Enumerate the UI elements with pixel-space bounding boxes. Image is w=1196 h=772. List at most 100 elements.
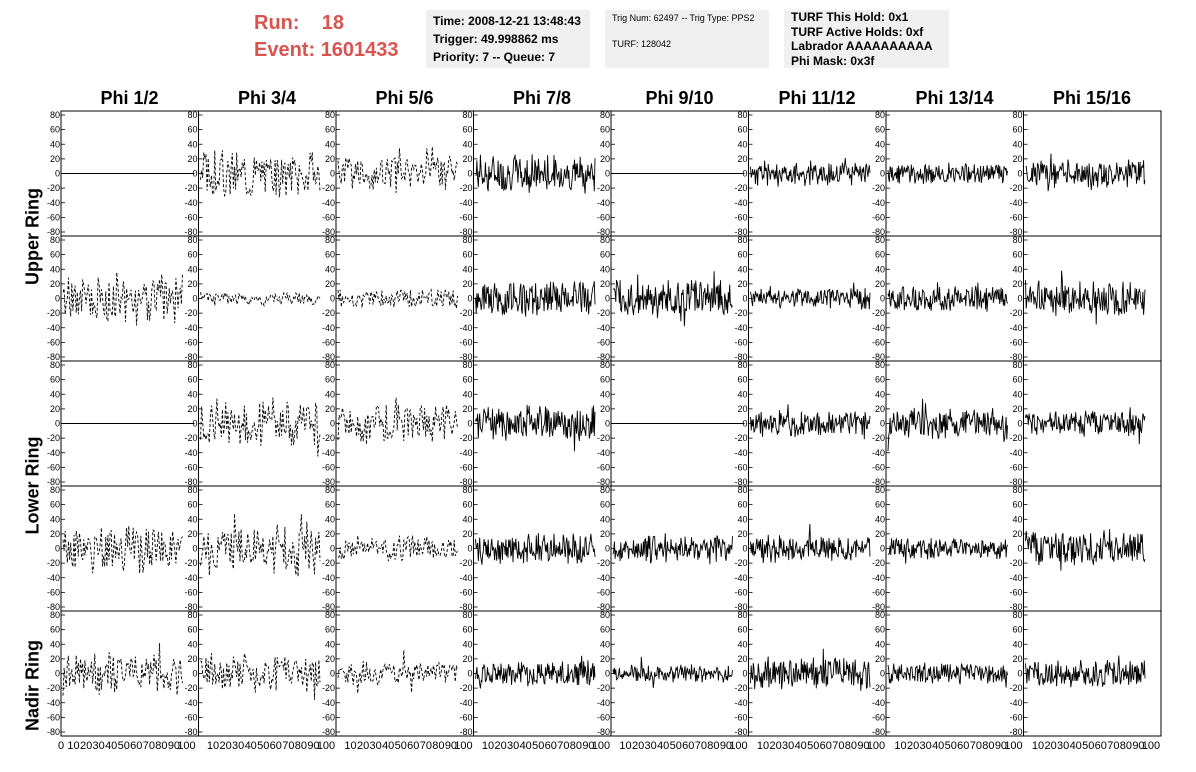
y-tick-label: -60 bbox=[734, 212, 747, 222]
y-tick-label: 0 bbox=[605, 294, 610, 304]
y-tick-label: 80 bbox=[187, 360, 197, 370]
y-tick-label: 80 bbox=[462, 110, 472, 120]
panel-r1-c2: 80 60 40 20 0 -20 -40 -60 -80 bbox=[184, 110, 337, 237]
y-tick-label: 80 bbox=[875, 485, 885, 495]
y-tick-label: 60 bbox=[325, 125, 335, 135]
waveform-trace bbox=[475, 154, 596, 194]
x-tick-label: 80 bbox=[1120, 740, 1132, 752]
y-tick-label: 0 bbox=[605, 544, 610, 554]
y-tick-label: 80 bbox=[462, 235, 472, 245]
y-tick-label: 40 bbox=[462, 139, 472, 149]
x-tick-label: 60 bbox=[1095, 740, 1107, 752]
y-tick-label: -20 bbox=[872, 308, 885, 318]
x-tick-label: 70 bbox=[143, 740, 155, 752]
y-tick-label: 40 bbox=[50, 639, 60, 649]
y-tick-label: -80 bbox=[734, 477, 747, 487]
x-tick-label: 40 bbox=[520, 740, 532, 752]
y-tick-label: 20 bbox=[600, 279, 610, 289]
waveform-trace bbox=[1025, 529, 1146, 571]
y-tick-label: -60 bbox=[459, 587, 472, 597]
panel-r1-c8: 80 60 40 20 0 -20 -40 -60 -80 bbox=[1009, 110, 1162, 237]
y-tick-label: 60 bbox=[1012, 375, 1022, 385]
y-tick-label: 80 bbox=[325, 360, 335, 370]
y-tick-label: 40 bbox=[325, 389, 335, 399]
x-tick-label: 30 bbox=[232, 740, 244, 752]
x-tick-label: 100 bbox=[1004, 740, 1022, 752]
y-tick-label: 20 bbox=[187, 404, 197, 414]
y-tick-label: 60 bbox=[325, 250, 335, 260]
y-tick-label: -20 bbox=[47, 433, 60, 443]
waveform-trace bbox=[200, 513, 321, 577]
x-tick-label: 50 bbox=[670, 740, 682, 752]
y-tick-label: 60 bbox=[325, 375, 335, 385]
x-tick-label: 50 bbox=[395, 740, 407, 752]
y-tick-label: 0 bbox=[55, 669, 60, 679]
y-tick-label: -60 bbox=[1009, 337, 1022, 347]
panel-frame bbox=[335, 235, 474, 362]
y-tick-label: -40 bbox=[47, 323, 60, 333]
y-tick-label: 40 bbox=[737, 264, 747, 274]
y-tick-label: -80 bbox=[184, 727, 197, 737]
panel-r3-c6: 80 60 40 20 0 -20 -40 -60 -80 bbox=[734, 360, 887, 487]
waveform-trace bbox=[337, 397, 458, 445]
y-tick-label: 20 bbox=[187, 529, 197, 539]
y-tick-label: 0 bbox=[742, 419, 747, 429]
y-tick-label: -60 bbox=[1009, 212, 1022, 222]
event-label: Event: bbox=[254, 39, 316, 61]
y-tick-label: 40 bbox=[875, 514, 885, 524]
y-tick-label: 20 bbox=[462, 154, 472, 164]
time-line: Time: 2008-12-21 13:48:43 bbox=[433, 14, 581, 28]
x-tick-label: 100 bbox=[1142, 740, 1160, 752]
waveform-trace bbox=[887, 662, 1008, 688]
x-tick-label: 60 bbox=[545, 740, 557, 752]
y-tick-label: -40 bbox=[322, 573, 335, 583]
y-tick-label: -20 bbox=[459, 308, 472, 318]
y-tick-label: -80 bbox=[597, 227, 610, 237]
x-tick-label: 20 bbox=[219, 740, 231, 752]
y-tick-label: -60 bbox=[734, 712, 747, 722]
y-tick-label: -60 bbox=[1009, 712, 1022, 722]
x-tick-label: 80 bbox=[432, 740, 444, 752]
y-tick-label: 80 bbox=[462, 360, 472, 370]
x-tick-label: 20 bbox=[80, 740, 92, 752]
y-tick-label: -60 bbox=[47, 712, 60, 722]
y-tick-label: 40 bbox=[325, 264, 335, 274]
y-tick-label: 80 bbox=[1012, 110, 1022, 120]
y-tick-label: -20 bbox=[322, 183, 335, 193]
y-tick-label: -80 bbox=[1009, 227, 1022, 237]
y-tick-label: 40 bbox=[600, 389, 610, 399]
y-tick-label: -60 bbox=[597, 212, 610, 222]
panel-r1-c1: 80 60 40 20 0 -20 -40 -60 -80 bbox=[47, 110, 199, 237]
panel-r3-c7: 80 60 40 20 0 -20 -40 -60 -80 bbox=[872, 360, 1024, 487]
panel-r4-c4: 80 60 40 20 0 -20 -40 -60 -80 bbox=[459, 485, 612, 612]
y-tick-label: 20 bbox=[187, 154, 197, 164]
y-tick-label: 80 bbox=[875, 610, 885, 620]
panel-r4-c8: 80 60 40 20 0 -20 -40 -60 -80 bbox=[1009, 485, 1162, 612]
y-tick-label: 20 bbox=[325, 529, 335, 539]
y-tick-label: 20 bbox=[875, 279, 885, 289]
y-tick-label: 80 bbox=[600, 360, 610, 370]
y-tick-label: 0 bbox=[880, 419, 885, 429]
y-tick-label: -40 bbox=[47, 698, 60, 708]
column-title-3: Phi 5/6 bbox=[375, 88, 434, 108]
y-tick-label: -80 bbox=[322, 477, 335, 487]
y-tick-label: -80 bbox=[47, 352, 60, 362]
y-tick-label: 0 bbox=[192, 294, 197, 304]
y-tick-label: -80 bbox=[47, 602, 60, 612]
y-tick-label: 20 bbox=[875, 529, 885, 539]
y-tick-label: 60 bbox=[325, 500, 335, 510]
panel-frame bbox=[748, 485, 887, 612]
y-tick-label: -60 bbox=[322, 462, 335, 472]
run-event-header: Run: 18 Event: 1601433 bbox=[254, 10, 399, 64]
panel-r2-c8: 80 60 40 20 0 -20 -40 -60 -80 bbox=[1009, 235, 1162, 362]
waveform-trace bbox=[750, 648, 871, 691]
y-tick-label: 80 bbox=[187, 485, 197, 495]
y-tick-label: 60 bbox=[875, 625, 885, 635]
y-tick-label: 60 bbox=[600, 500, 610, 510]
y-tick-label: -60 bbox=[322, 587, 335, 597]
x-tick-label: 90 bbox=[1132, 740, 1144, 752]
panel-r4-c2: 80 60 40 20 0 -20 -40 -60 -80 bbox=[184, 485, 337, 612]
y-tick-label: 40 bbox=[1012, 389, 1022, 399]
panel-r4-c1: 80 60 40 20 0 -20 -40 -60 -80 bbox=[47, 485, 199, 612]
y-tick-label: 60 bbox=[50, 625, 60, 635]
